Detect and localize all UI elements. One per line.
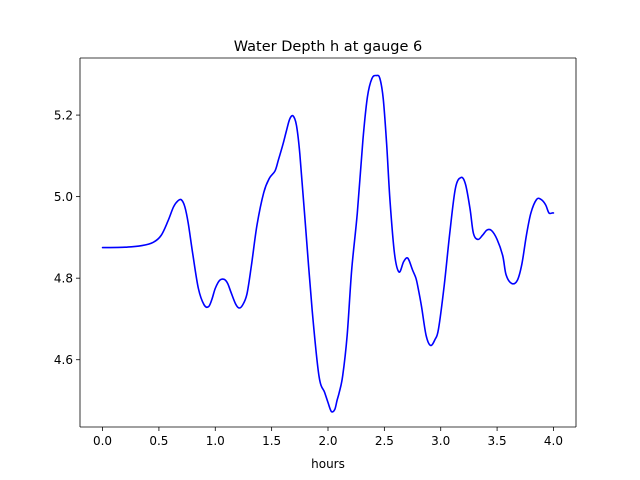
chart-title: Water Depth h at gauge 6 — [234, 39, 422, 55]
x-axis-title: hours — [311, 457, 345, 471]
y-axis-ticks: 4.6 4.8 5.0 5.2 — [54, 109, 80, 367]
y-tick-label: 5.0 — [54, 190, 73, 204]
x-tick-label: 4.0 — [544, 434, 563, 448]
plot-area — [80, 58, 576, 427]
x-tick-label: 1.0 — [206, 434, 225, 448]
x-axis-ticks: 0.0 0.5 1.0 1.5 2.0 2.5 3.0 3.5 4.0 — [93, 427, 563, 448]
series-line-0 — [101, 74, 555, 413]
x-tick-label: 0.0 — [93, 434, 112, 448]
x-tick-label: 0.5 — [149, 434, 168, 448]
x-tick-label: 1.5 — [262, 434, 281, 448]
x-tick-label: 2.5 — [375, 434, 394, 448]
series-layer — [101, 74, 555, 413]
x-tick-label: 3.5 — [488, 434, 507, 448]
x-tick-label: 3.0 — [431, 434, 450, 448]
y-tick-label: 5.2 — [54, 109, 73, 123]
y-tick-label: 4.8 — [54, 272, 73, 286]
x-tick-label: 2.0 — [318, 434, 337, 448]
y-tick-label: 4.6 — [54, 353, 73, 367]
